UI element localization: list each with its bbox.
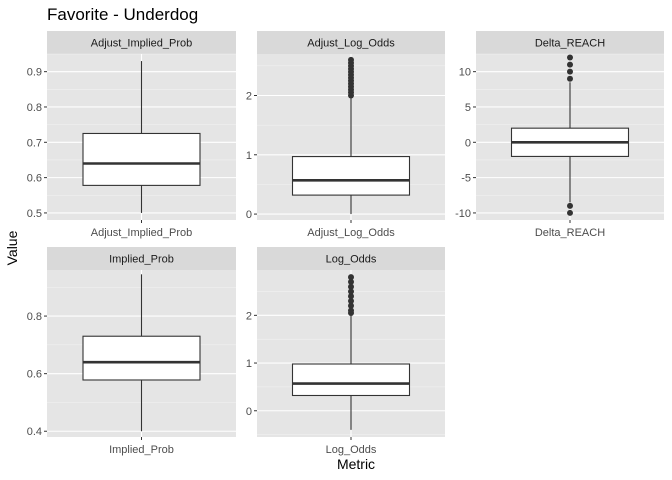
x-category-label: Adjust_Implied_Prob: [91, 227, 193, 239]
outlier-point: [567, 209, 573, 216]
outlier-point: [348, 298, 354, 305]
x-category-label: Adjust_Log_Odds: [307, 227, 395, 239]
y-tick-label: 5: [465, 102, 471, 114]
outlier-point: [348, 302, 354, 309]
iqr-box: [291, 156, 411, 196]
y-tick-label: -5: [461, 173, 471, 185]
y-tick-label: 10: [459, 67, 471, 79]
iqr-box: [291, 363, 411, 397]
y-tick-label: 0: [246, 406, 252, 418]
facet-strip: [257, 31, 445, 54]
outlier-point: [348, 283, 354, 290]
y-tick-label: 2: [246, 91, 252, 103]
outlier-point: [567, 75, 573, 82]
y-tick-label: 0.6: [27, 369, 42, 381]
y-tick-label: 0: [246, 209, 252, 221]
x-axis-title: Metric: [337, 456, 375, 472]
x-category-label: Log_Odds: [326, 444, 377, 456]
y-axis-title: Value: [4, 230, 20, 265]
facet-panel-4: Implied_Prob 0.4 0.6 0.8 Implied_Prob: [27, 247, 236, 456]
y-tick-label: 2: [246, 310, 252, 322]
facet-strip-label: Adjust_Log_Odds: [307, 38, 395, 50]
facet-strip: [47, 247, 236, 270]
facet-strip: [476, 31, 664, 54]
outlier-point: [567, 61, 573, 68]
y-tick-label: 0.8: [27, 311, 42, 323]
y-tick-label: 0: [465, 137, 471, 149]
facet-strip-label: Adjust_Implied_Prob: [91, 38, 193, 50]
y-tick-label: 0.8: [27, 102, 42, 114]
y-tick-label: 1: [246, 150, 252, 162]
facet-strip: [257, 247, 445, 270]
facet-panel-1: Adjust_Implied_Prob 0.5 0.6 0.7 0.8 0.9 Adjust…: [27, 31, 236, 239]
outlier-point: [348, 293, 354, 300]
x-category-label: Implied_Prob: [109, 444, 174, 456]
y-tick-label: 0.4: [27, 426, 42, 438]
outlier-point: [567, 54, 573, 61]
facet-panel-3: Delta_REACH -10 -5 0 5 10 Delta_REACH: [455, 31, 664, 239]
y-tick-label: 0.7: [27, 137, 42, 149]
y-tick-label: 0.5: [27, 208, 42, 220]
outlier-point: [348, 288, 354, 295]
outlier-point: [567, 68, 573, 75]
facet-strip-label: Log_Odds: [326, 254, 377, 266]
outlier-point: [348, 274, 354, 281]
facet-panel-2: Adjust_Log_Odds 0 1 2 Adjust_Log_Odds: [246, 31, 445, 239]
outlier-point: [348, 56, 354, 63]
y-tick-label: 0.9: [27, 67, 42, 79]
y-tick-label: -10: [455, 208, 471, 220]
outlier-point: [348, 278, 354, 285]
iqr-box: [82, 335, 201, 381]
y-tick-label: 0.6: [27, 173, 42, 185]
outlier-point: [348, 307, 354, 314]
facet-panel-5: Log_Odds 0 1 2 Log_Odds: [246, 247, 445, 456]
facet-strip: [47, 31, 236, 54]
outlier-point: [567, 202, 573, 209]
facet-strip-label: Delta_REACH: [535, 38, 605, 50]
chart-title: Favorite - Underdog: [47, 5, 198, 24]
iqr-box: [82, 132, 201, 186]
facet-strip-label: Implied_Prob: [109, 254, 174, 266]
facet-panels: Adjust_Implied_Prob 0.5 0.6 0.7 0.8 0.9 Adjust…: [27, 31, 664, 456]
y-tick-label: 1: [246, 358, 252, 370]
x-category-label: Delta_REACH: [535, 227, 605, 239]
